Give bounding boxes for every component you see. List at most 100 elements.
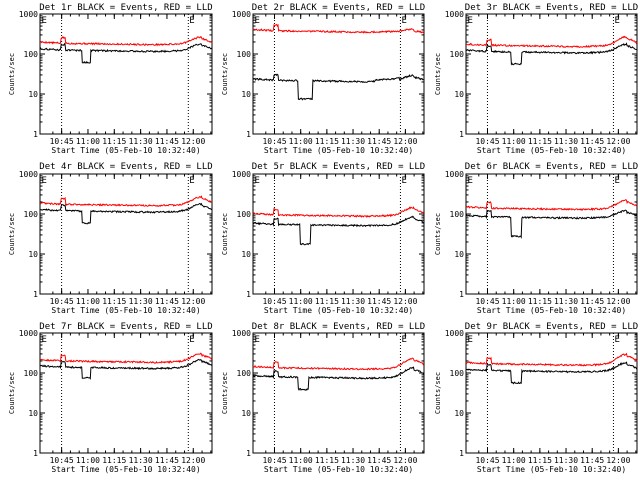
y-tick-label: 1	[459, 130, 464, 139]
x-tick-label: 10:45	[50, 297, 74, 306]
panel-det-7r: Det 7r BLACK = Events, RED = LLD 1 10 100 10…	[8, 322, 213, 474]
y-tick-label: 1000	[445, 10, 464, 19]
event-marker-label: E	[614, 16, 619, 26]
series-line-lld	[252, 206, 425, 219]
y-tick-label: 100	[450, 50, 465, 59]
event-marker-label: E	[42, 335, 47, 345]
x-tick-label: 11:30	[129, 137, 153, 146]
event-marker-label: E	[401, 176, 406, 186]
x-tick-label: 10:45	[475, 137, 499, 146]
y-tick-label: 10	[28, 90, 38, 99]
x-tick-label: 10:45	[262, 297, 286, 306]
series-line-lld	[39, 195, 213, 207]
panel-det-5r: Det 5r BLACK = Events, RED = LLD 1 10 100 10…	[221, 162, 425, 315]
plot-frame	[39, 173, 213, 295]
event-marker-label: E	[189, 176, 194, 186]
x-tick-label: 11:15	[528, 456, 552, 465]
series-line-lld	[39, 36, 213, 47]
panel-det-4r: Det 4r BLACK = Events, RED = LLD 1 10 100 10…	[8, 162, 213, 315]
chart-title: Det 3r BLACK = Events, RED = LLD	[465, 3, 638, 13]
series-line-events	[39, 358, 213, 380]
panel-det-3r: Det 3r BLACK = Events, RED = LLD 1 10 100 10…	[434, 3, 638, 155]
event-marker-label: E	[614, 176, 619, 186]
event-marker-label: E	[42, 176, 47, 186]
y-axis-label: Counts/sec	[434, 53, 442, 95]
y-tick-label: 1	[246, 130, 251, 139]
y-tick-label: 1	[459, 290, 464, 299]
x-tick-label: 11:00	[289, 297, 313, 306]
y-axis-label: Counts/sec	[8, 53, 16, 95]
event-marker-label: E	[401, 335, 406, 345]
series-line-events	[465, 209, 638, 240]
y-tick-label: 10	[28, 250, 38, 259]
x-axis-label: Start Time (05-Feb-10 10:32:40)	[477, 465, 626, 474]
y-axis-label: Counts/sec	[8, 213, 16, 255]
x-tick-label: 10:45	[50, 137, 74, 146]
chart-title: Det 6r BLACK = Events, RED = LLD	[465, 162, 638, 172]
y-tick-label: 100	[24, 210, 39, 219]
event-marker-label: E	[42, 16, 47, 26]
y-axis-label: Counts/sec	[434, 372, 442, 414]
series-line-lld	[39, 352, 213, 364]
series-line-lld	[465, 352, 638, 367]
chart-title: Det 4r BLACK = Events, RED = LLD	[39, 162, 212, 172]
y-tick-label: 100	[237, 50, 252, 59]
plot-frame	[252, 332, 425, 454]
event-marker-label: E	[189, 16, 194, 26]
y-tick-label: 1000	[19, 329, 38, 338]
x-axis-label: Start Time (05-Feb-10 10:32:40)	[51, 306, 200, 315]
panel-det-9r: Det 9r BLACK = Events, RED = LLD 1 10 100 10…	[434, 322, 638, 474]
event-marker-label: E	[468, 176, 473, 186]
y-tick-label: 10	[454, 90, 464, 99]
y-tick-label: 100	[237, 369, 252, 378]
y-tick-label: 100	[237, 210, 252, 219]
x-tick-label: 11:45	[155, 137, 179, 146]
x-tick-label: 11:15	[102, 297, 126, 306]
event-marker-label: E	[189, 335, 194, 345]
x-tick-label: 11:15	[528, 297, 552, 306]
y-axis-label: Counts/sec	[221, 53, 229, 95]
y-tick-label: 100	[24, 50, 39, 59]
x-tick-label: 11:45	[367, 137, 391, 146]
x-tick-label: 12:00	[181, 456, 205, 465]
y-tick-label: 1000	[19, 10, 38, 19]
series-line-lld	[465, 199, 638, 212]
x-axis-label: Start Time (05-Feb-10 10:32:40)	[264, 306, 413, 315]
x-tick-label: 12:00	[606, 297, 630, 306]
series-line-lld	[466, 35, 638, 48]
y-tick-label: 100	[24, 369, 39, 378]
plot-frame	[252, 13, 425, 135]
x-axis-label: Start Time (05-Feb-10 10:32:40)	[51, 146, 200, 155]
y-axis-label: Counts/sec	[8, 372, 16, 414]
plot-frame	[39, 13, 213, 135]
y-tick-label: 10	[241, 409, 251, 418]
y-axis-label: Counts/sec	[434, 213, 442, 255]
chart-title: Det 5r BLACK = Events, RED = LLD	[252, 162, 425, 172]
y-tick-label: 1000	[445, 170, 464, 179]
x-tick-label: 11:15	[315, 456, 339, 465]
x-tick-label: 10:45	[262, 137, 286, 146]
x-tick-label: 12:00	[181, 137, 205, 146]
x-tick-label: 11:00	[289, 137, 313, 146]
x-axis-label: Start Time (05-Feb-10 10:32:40)	[264, 146, 413, 155]
panel-det-2r: Det 2r BLACK = Events, RED = LLD 1 10 100 10…	[221, 3, 425, 155]
event-marker-label: E	[255, 176, 260, 186]
x-tick-label: 11:30	[341, 137, 365, 146]
x-tick-label: 12:00	[393, 137, 417, 146]
y-tick-label: 1000	[232, 329, 251, 338]
x-tick-label: 10:45	[50, 456, 74, 465]
x-tick-label: 10:45	[475, 297, 499, 306]
panel-det-8r: Det 8r BLACK = Events, RED = LLD 1 10 100 10…	[221, 322, 425, 474]
y-tick-label: 10	[241, 90, 251, 99]
x-tick-label: 11:15	[315, 137, 339, 146]
x-tick-label: 11:30	[554, 137, 578, 146]
x-tick-label: 11:00	[502, 137, 526, 146]
y-axis-label: Counts/sec	[221, 372, 229, 414]
event-marker-label: E	[468, 335, 473, 345]
y-tick-label: 1000	[232, 10, 251, 19]
x-tick-label: 11:00	[289, 456, 313, 465]
y-tick-label: 10	[454, 409, 464, 418]
chart-title: Det 8r BLACK = Events, RED = LLD	[252, 322, 425, 332]
series-line-events	[39, 202, 213, 225]
x-tick-label: 11:45	[580, 456, 604, 465]
